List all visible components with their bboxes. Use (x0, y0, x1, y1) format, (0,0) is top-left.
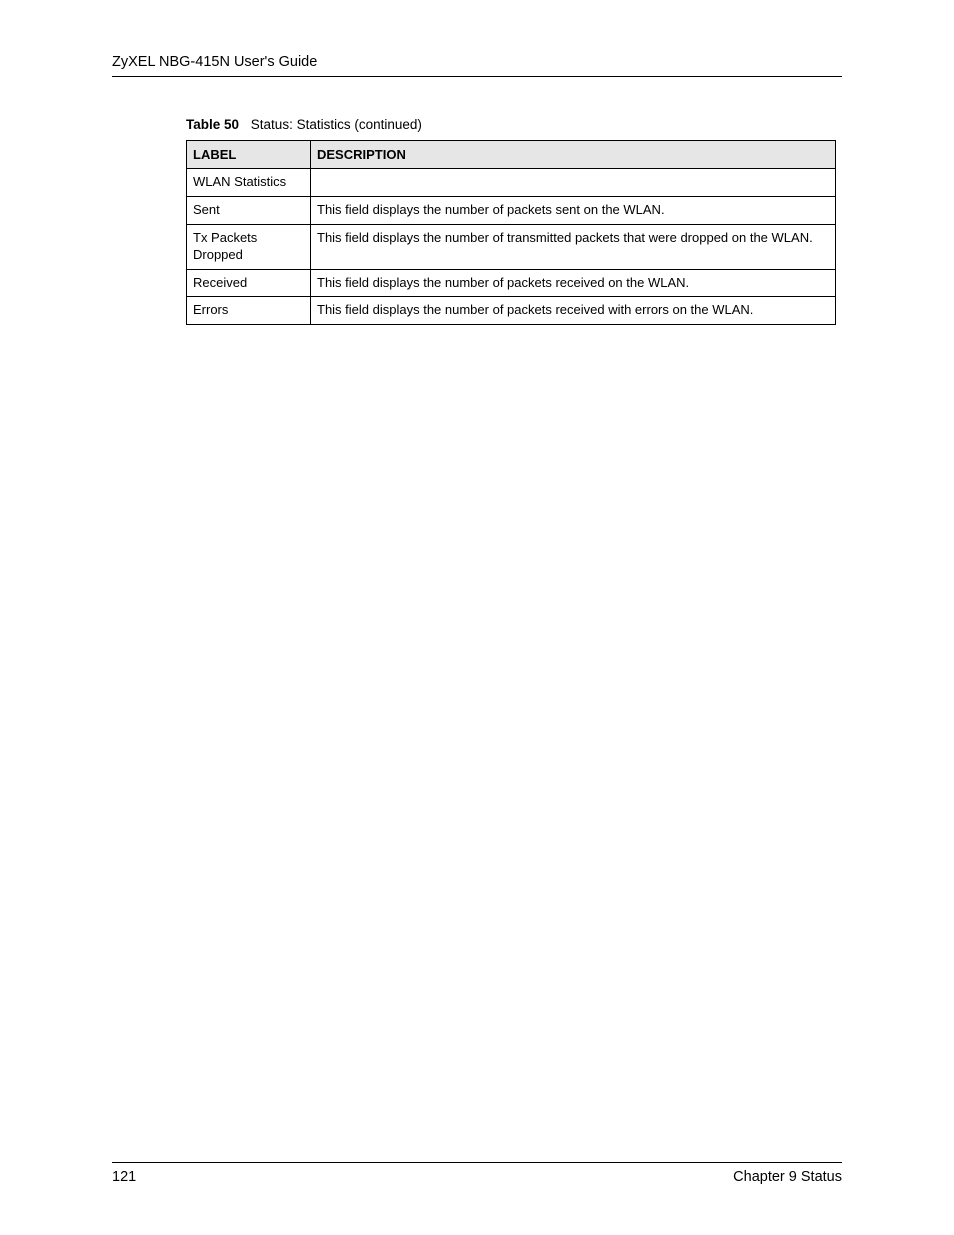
table-cell-description: This field displays the number of packet… (311, 269, 836, 297)
content-section: Table 50 Status: Statistics (continued) … (112, 117, 842, 1162)
header-title: ZyXEL NBG-415N User's Guide (112, 54, 842, 70)
table-row: Tx Packets Dropped This field displays t… (187, 224, 836, 269)
table-header-label: LABEL (187, 141, 311, 169)
table-cell-description: This field displays the number of packet… (311, 196, 836, 224)
table-row: Received This field displays the number … (187, 269, 836, 297)
page-container: ZyXEL NBG-415N User's Guide Table 50 Sta… (0, 0, 954, 1235)
table-row: Sent This field displays the number of p… (187, 196, 836, 224)
page-header: ZyXEL NBG-415N User's Guide (112, 54, 842, 77)
table-cell-description: This field displays the number of transm… (311, 224, 836, 269)
statistics-table: LABEL DESCRIPTION WLAN Statistics Sent T… (186, 140, 836, 325)
table-cell-description (311, 169, 836, 197)
table-cell-label: Received (187, 269, 311, 297)
table-cell-label: Errors (187, 297, 311, 325)
page-footer: 121 Chapter 9 Status (112, 1162, 842, 1185)
table-cell-label: Tx Packets Dropped (187, 224, 311, 269)
table-caption: Table 50 Status: Statistics (continued) (186, 117, 842, 132)
table-row: Errors This field displays the number of… (187, 297, 836, 325)
footer-page-number: 121 (112, 1169, 136, 1185)
table-cell-description: This field displays the number of packet… (311, 297, 836, 325)
table-cell-label: WLAN Statistics (187, 169, 311, 197)
table-caption-number: Table 50 (186, 117, 239, 132)
table-row: WLAN Statistics (187, 169, 836, 197)
table-cell-label: Sent (187, 196, 311, 224)
table-header-description: DESCRIPTION (311, 141, 836, 169)
table-header-row: LABEL DESCRIPTION (187, 141, 836, 169)
footer-chapter: Chapter 9 Status (733, 1169, 842, 1185)
table-caption-text: Status: Statistics (continued) (251, 117, 422, 132)
